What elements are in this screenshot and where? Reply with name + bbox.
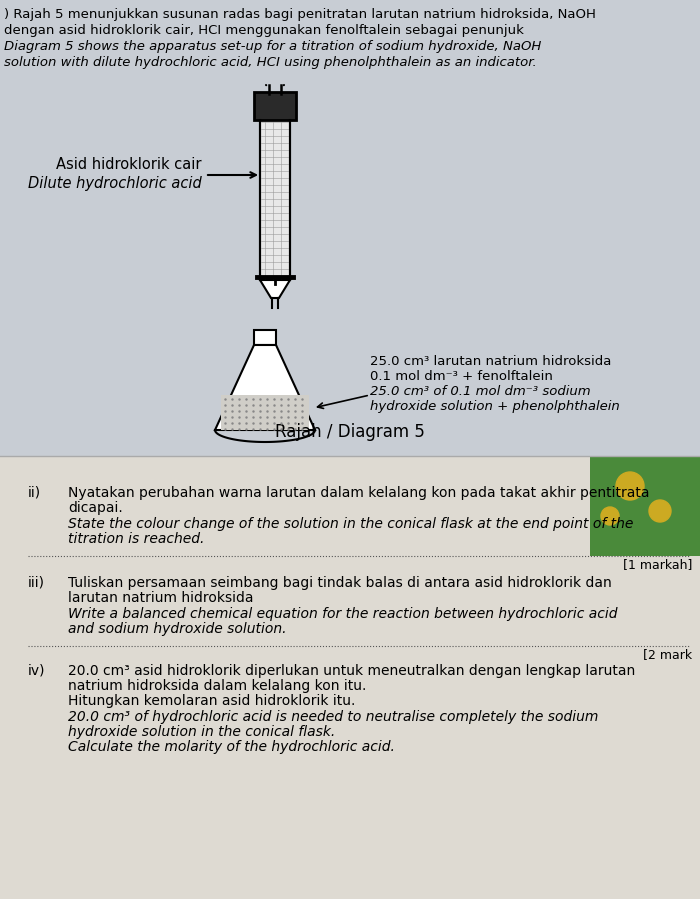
- Text: [1 markah]: [1 markah]: [622, 558, 692, 571]
- Text: 20.0 cm³ asid hidroklorik diperlukan untuk meneutralkan dengan lengkap larutan: 20.0 cm³ asid hidroklorik diperlukan unt…: [68, 664, 636, 678]
- Text: State the colour change of the solution in the conical flask at the end point of: State the colour change of the solution …: [68, 517, 634, 531]
- Bar: [260, 120, 290, 280]
- Bar: [0, 0, 700, 456]
- Text: natrium hidroksida dalam kelalang kon itu.: natrium hidroksida dalam kelalang kon it…: [68, 679, 366, 693]
- Polygon shape: [260, 280, 290, 298]
- Text: ii): ii): [28, 486, 41, 500]
- Text: titration is reached.: titration is reached.: [68, 532, 204, 546]
- Text: Hitungkan kemolaran asid hidroklorik itu.: Hitungkan kemolaran asid hidroklorik itu…: [68, 694, 356, 708]
- Text: [2 mark: [2 mark: [643, 648, 692, 661]
- Text: Dilute hydrochloric acid: Dilute hydrochloric acid: [28, 176, 202, 191]
- Text: ) Rajah 5 menunjukkan susunan radas bagi penitratan larutan natrium hidroksida, : ) Rajah 5 menunjukkan susunan radas bagi…: [4, 8, 596, 21]
- Text: Asid hidroklorik cair: Asid hidroklorik cair: [57, 157, 202, 172]
- Text: 25.0 cm³ larutan natrium hidroksida: 25.0 cm³ larutan natrium hidroksida: [370, 355, 611, 368]
- Text: 20.0 cm³ of hydrochloric acid is needed to neutralise completely the sodium: 20.0 cm³ of hydrochloric acid is needed …: [68, 710, 598, 724]
- Text: larutan natrium hidroksida: larutan natrium hidroksida: [68, 591, 253, 605]
- Text: hydroxide solution + phenolphthalein: hydroxide solution + phenolphthalein: [370, 400, 620, 413]
- Circle shape: [601, 507, 619, 525]
- Text: hydroxide solution in the conical flask.: hydroxide solution in the conical flask.: [68, 725, 335, 739]
- Text: and sodium hydroxide solution.: and sodium hydroxide solution.: [68, 622, 286, 636]
- Bar: [0, 456, 700, 899]
- Text: 25.0 cm³ of 0.1 mol dm⁻³ sodium: 25.0 cm³ of 0.1 mol dm⁻³ sodium: [370, 385, 591, 398]
- Text: Calculate the molarity of the hydrochloric acid.: Calculate the molarity of the hydrochlor…: [68, 740, 395, 754]
- Text: dengan asid hidroklorik cair, HCI menggunakan fenolftalein sebagai penunjuk: dengan asid hidroklorik cair, HCI menggu…: [4, 24, 524, 37]
- Bar: [590, 456, 700, 556]
- Text: Write a balanced chemical equation for the reaction between hydrochloric acid: Write a balanced chemical equation for t…: [68, 607, 617, 621]
- Circle shape: [616, 472, 644, 500]
- Bar: [254, 330, 276, 345]
- Text: Tuliskan persamaan seimbang bagi tindak balas di antara asid hidroklorik dan: Tuliskan persamaan seimbang bagi tindak …: [68, 576, 612, 590]
- Text: dicapai.: dicapai.: [68, 501, 122, 515]
- Text: Nyatakan perubahan warna larutan dalam kelalang kon pada takat akhir pentitrata: Nyatakan perubahan warna larutan dalam k…: [68, 486, 650, 500]
- Text: 0.1 mol dm⁻³ + fenolftalein: 0.1 mol dm⁻³ + fenolftalein: [370, 370, 553, 383]
- Text: iv): iv): [28, 664, 46, 678]
- Polygon shape: [215, 345, 315, 430]
- Circle shape: [649, 500, 671, 522]
- Bar: [254, 92, 296, 120]
- Text: solution with dilute hydrochloric acid, HCI using phenolphthalein as an indicato: solution with dilute hydrochloric acid, …: [4, 56, 537, 69]
- Text: Diagram 5 shows the apparatus set-up for a titration of sodium hydroxide, NaOH: Diagram 5 shows the apparatus set-up for…: [4, 40, 541, 53]
- Text: iii): iii): [28, 576, 45, 590]
- Polygon shape: [221, 395, 309, 430]
- Text: Rajah / Diagram 5: Rajah / Diagram 5: [275, 423, 425, 441]
